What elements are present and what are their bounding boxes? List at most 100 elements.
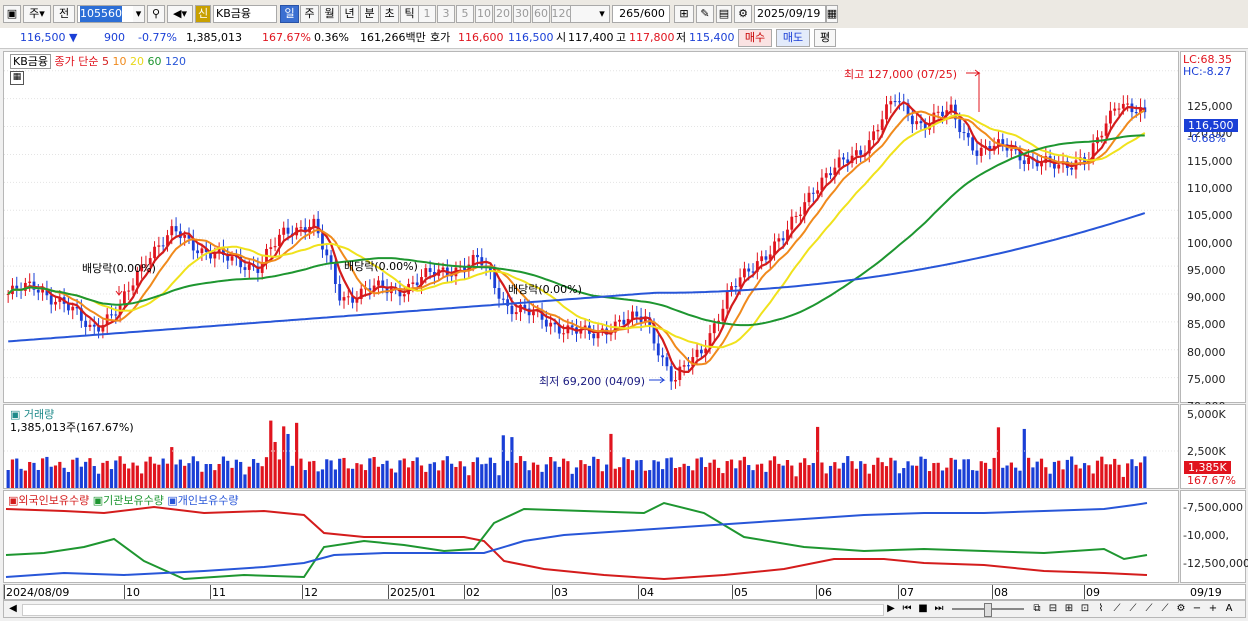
calendar-icon[interactable]: ▦	[826, 5, 838, 23]
candle-body	[329, 255, 333, 264]
zoom-in-icon[interactable]: +	[1208, 603, 1218, 614]
tool-icon-4[interactable]: ⊡	[1080, 603, 1090, 614]
volume-bar	[639, 460, 643, 488]
candle-body	[743, 268, 746, 278]
chevron-down-icon[interactable]: ▾	[133, 5, 145, 23]
tab-5[interactable]: 초	[380, 5, 399, 23]
table-icon[interactable]: ▦	[10, 71, 24, 85]
volume-pane[interactable]: ▣ 거래량 1,385,013주(167.67%)	[3, 404, 1179, 489]
volume-bar	[587, 465, 592, 488]
volume-bar	[1048, 473, 1052, 488]
x-tick-mark	[992, 585, 993, 599]
draw-icon[interactable]: ✎	[696, 5, 714, 23]
tab-0[interactable]: 일	[280, 5, 299, 23]
candle-body	[1044, 156, 1048, 163]
stop-icon[interactable]: ■	[918, 603, 928, 614]
chart-scrollbar[interactable]: ◀ ▶ ⏮ ■ ⏭ ⧉ ⊟ ⊞ ⊡ ⌇ ⟋ ⟋ ⟋ ⟋ ⚙ − + A	[3, 600, 1246, 618]
interval-30[interactable]: 30	[513, 5, 531, 23]
x-tick-mark	[464, 585, 465, 599]
trend-icon-4[interactable]: ⟋	[1161, 603, 1169, 614]
tab-3[interactable]: 년	[340, 5, 359, 23]
volume-bar	[617, 467, 622, 488]
search-icon[interactable]: ⚲	[147, 5, 165, 23]
font-icon[interactable]: A	[1225, 603, 1233, 614]
legend-ma5: 5	[101, 55, 109, 68]
stock-code-input[interactable]: 105560	[77, 5, 145, 23]
gear-icon-small[interactable]: ⚙	[1176, 603, 1186, 614]
fast-forward-icon[interactable]: ⏭	[934, 603, 944, 614]
candle-body	[936, 111, 940, 113]
interval-10[interactable]: 10	[475, 5, 493, 23]
trend-icon-1[interactable]: ⟋	[1113, 603, 1121, 614]
open-price: 117,400	[568, 31, 614, 44]
volume-bar	[402, 458, 406, 488]
window-icon[interactable]: ▣	[3, 5, 21, 23]
price-legend: KB금융 종가 단순 5 10 20 60 120	[10, 53, 186, 69]
interval-20[interactable]: 20	[494, 5, 512, 23]
candle-body	[114, 314, 118, 316]
avg-button[interactable]: 평	[814, 29, 836, 47]
zoom-out-icon[interactable]: −	[1192, 603, 1202, 614]
tool-icon-5[interactable]: ⌇	[1098, 603, 1104, 614]
count-field[interactable]: 265/600	[612, 5, 670, 23]
trend-icon-3[interactable]: ⟋	[1145, 603, 1153, 614]
interval-60[interactable]: 60	[532, 5, 550, 23]
tab-2[interactable]: 월	[320, 5, 339, 23]
tool-icon-3[interactable]: ⊞	[1064, 603, 1074, 614]
volume-bar	[1026, 457, 1031, 488]
volume-bar	[1143, 456, 1147, 488]
stock-name-field[interactable]: KB금융	[213, 5, 277, 23]
chart-config-icon[interactable]: ⊞	[674, 5, 694, 23]
save-icon[interactable]: ▤	[716, 5, 732, 23]
interval-dropdown[interactable]: ▾	[570, 5, 610, 23]
interval-5[interactable]: 5	[456, 5, 474, 23]
tab-6[interactable]: 틱	[400, 5, 419, 23]
volume-bar	[217, 463, 221, 488]
candle-body	[971, 137, 975, 151]
volume-bar	[165, 463, 170, 488]
trend-icon-2[interactable]: ⟋	[1129, 603, 1137, 614]
volume-bar	[269, 420, 273, 488]
tab-4[interactable]: 분	[360, 5, 379, 23]
candle-body	[562, 333, 565, 335]
interval-1[interactable]: 1	[418, 5, 436, 23]
scroll-right-icon[interactable]: ▶	[887, 603, 895, 614]
high-price: 117,800	[629, 31, 675, 44]
volume-bar	[673, 468, 678, 488]
tool-icon-2[interactable]: ⊟	[1048, 603, 1058, 614]
volume-title: ▣ 거래량	[10, 408, 55, 421]
candle-body	[837, 157, 841, 168]
volume-bar	[622, 457, 626, 488]
volume-bar	[958, 469, 962, 488]
volume-bar	[738, 460, 742, 488]
volume-chart-svg	[4, 420, 1178, 488]
interval-3[interactable]: 3	[437, 5, 455, 23]
candle-body	[54, 301, 57, 305]
legend-ma-label: 종가 단순	[54, 55, 99, 68]
volume-bar	[351, 468, 355, 488]
candle-body	[975, 150, 979, 156]
holdings-pane[interactable]: ▣외국인보유수량 ▣기관보유수량 ▣개인보유수량	[3, 490, 1179, 583]
candle-body	[842, 157, 845, 160]
price-chart-pane[interactable]: KB금융 종가 단순 5 10 20 60 120 ▦ 최고 127,000 (…	[3, 51, 1179, 403]
scroll-track[interactable]	[22, 604, 884, 616]
tool-icon-1[interactable]: ⧉	[1033, 603, 1041, 614]
candle-body	[786, 229, 789, 241]
zoom-slider-handle[interactable]	[984, 603, 992, 617]
speaker-icon[interactable]: ◀▾	[167, 5, 193, 23]
candle-body	[1100, 135, 1104, 138]
candle-body	[549, 322, 553, 327]
candle-body	[889, 101, 893, 105]
sell-button[interactable]: 매도	[776, 29, 810, 47]
volume-bar	[932, 463, 936, 488]
rewind-icon[interactable]: ⏮	[902, 603, 912, 614]
gear-icon[interactable]: ⚙	[734, 5, 752, 23]
tab-1[interactable]: 주	[300, 5, 319, 23]
scroll-left-icon[interactable]: ◀	[9, 603, 17, 614]
prev-button[interactable]: 전	[53, 5, 75, 23]
date-field[interactable]: 2025/09/19	[754, 5, 826, 23]
period-select[interactable]: 주 ▾	[23, 5, 51, 23]
candle-body	[58, 297, 62, 302]
candle-body	[97, 326, 100, 332]
buy-button[interactable]: 매수	[738, 29, 772, 47]
